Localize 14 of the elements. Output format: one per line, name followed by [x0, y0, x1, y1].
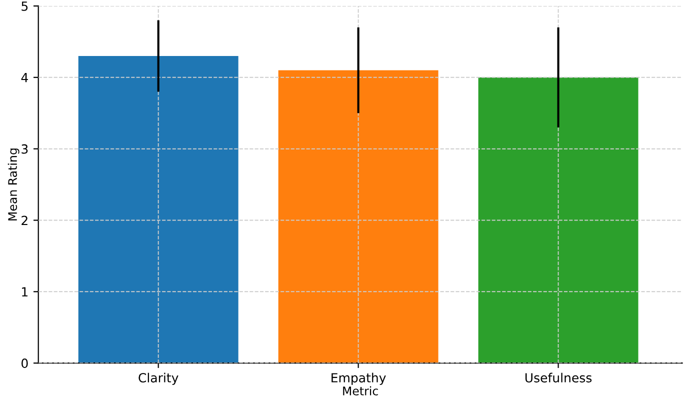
y-tick-label: 3 — [22, 144, 28, 154]
x-tick-label: Usefulness — [525, 372, 592, 382]
bar — [478, 77, 638, 364]
bar — [278, 70, 438, 364]
y-tick-label: 2 — [22, 216, 28, 225]
x-tick-label: Clarity — [138, 372, 178, 385]
x-axis-title: Metric — [343, 386, 378, 396]
y-tick-label: 4 — [21, 73, 28, 82]
bar — [78, 56, 238, 364]
y-axis-title: Mean Rating — [8, 148, 20, 220]
y-tick-label: 5 — [22, 2, 28, 11]
y-tick-label: 0 — [22, 358, 28, 368]
y-tick-label: 1 — [22, 287, 28, 296]
x-tick-label: Empathy — [332, 372, 386, 385]
